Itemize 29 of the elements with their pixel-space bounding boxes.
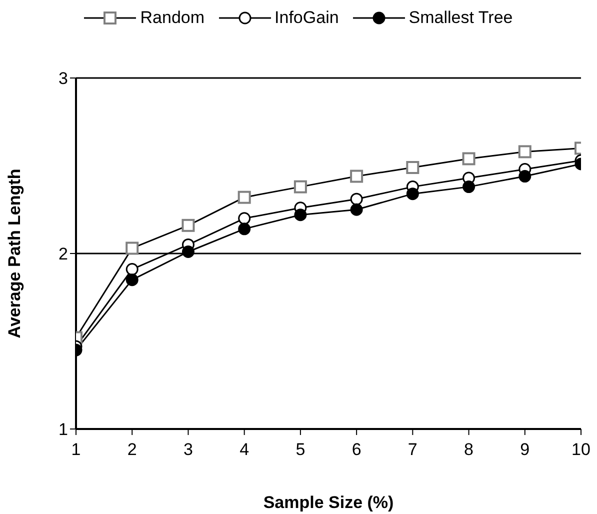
x-tick-label: 3	[183, 440, 193, 460]
point	[462, 180, 476, 194]
point	[238, 222, 251, 236]
legend-label: Smallest Tree	[408, 8, 513, 28]
legend-label: Random	[140, 8, 205, 28]
y-tick-label: 1	[58, 420, 68, 440]
point	[238, 212, 251, 225]
point	[126, 263, 138, 276]
x-tick-label: 4	[240, 440, 250, 460]
point	[518, 170, 532, 183]
legend-label: InfoGain	[274, 8, 339, 28]
point	[406, 188, 419, 200]
point	[126, 274, 138, 286]
y-axis-title: Average Path Length	[5, 168, 24, 338]
x-tick-label: 8	[464, 440, 474, 460]
x-axis-title: Sample Size (%)	[263, 493, 394, 512]
point	[350, 192, 363, 206]
point	[294, 208, 307, 222]
x-tick-label: 2	[127, 440, 137, 460]
x-tick-label: 7	[408, 440, 418, 460]
x-tick-label: 5	[296, 440, 306, 460]
point	[350, 203, 363, 216]
x-tick-label: 6	[352, 440, 362, 460]
y-tick-label: 3	[58, 69, 68, 88]
x-tick-label: 10	[572, 440, 590, 460]
x-tick-label: 9	[520, 440, 530, 460]
y-tick-label: 2	[58, 244, 68, 264]
x-tick-label: 1	[71, 440, 81, 460]
point	[182, 245, 194, 258]
